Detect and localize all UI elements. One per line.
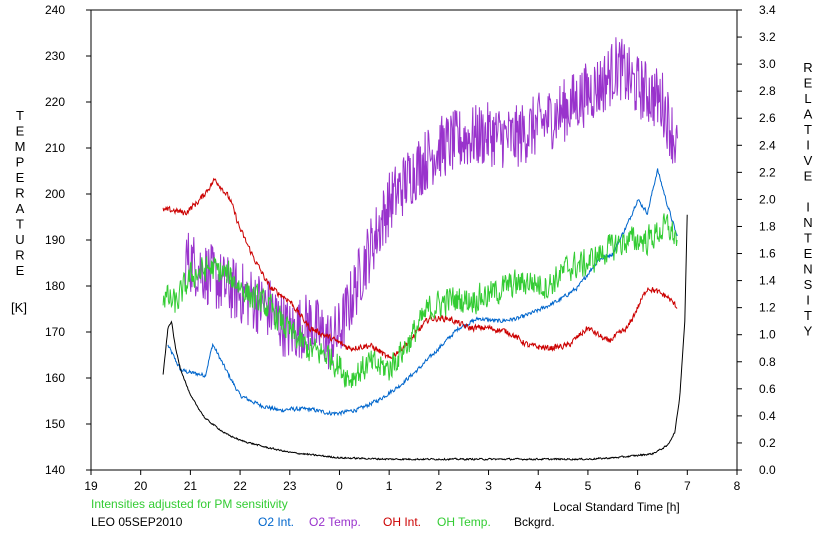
y-right-tick-label: 2.8: [759, 84, 776, 98]
series-line-oh-temp: [162, 213, 678, 388]
y-left-tick-label: 170: [45, 325, 65, 339]
y-left-tick-label: 220: [45, 95, 65, 109]
y-left-label-letter: T: [16, 217, 24, 232]
legend-o2-temp: O2 Temp.: [309, 515, 361, 529]
y-right-label-letter: E: [804, 76, 813, 91]
x-tick-label: 4: [535, 479, 542, 493]
y-right-label-letter: E: [804, 246, 813, 261]
x-tick-label: 3: [485, 479, 492, 493]
y-left-label-letter: E: [16, 263, 25, 278]
y-right-tick-label: 3.0: [759, 57, 776, 71]
y-right-label-letter: I: [806, 200, 810, 215]
y-left-label-letter: E: [16, 124, 25, 139]
y-right-tick-label: 0.8: [759, 355, 776, 369]
y-right-tick-label: 1.8: [759, 219, 776, 233]
y-right-label-letter: S: [804, 277, 813, 292]
x-tick-label: 21: [184, 479, 198, 493]
x-tick-label: 20: [134, 479, 148, 493]
x-tick-label: 6: [634, 479, 641, 493]
station-label: LEO 05SEP2010: [91, 515, 183, 529]
y-left-label-letter: M: [15, 139, 26, 154]
series-line-oh-int: [162, 177, 678, 360]
x-axis-label: Local Standard Time [h]: [553, 500, 680, 514]
y-right-label-letter: E: [804, 169, 813, 184]
axes-group: 19 20 21 22 23 0 1 2 3 4 5 6 7 8140150160170180190200…: [11, 3, 813, 493]
y-right-label-letter: N: [803, 262, 812, 277]
legend-oh-int: OH Int.: [383, 515, 422, 529]
y-right-tick-label: 0.2: [759, 436, 776, 450]
x-tick-label: 8: [734, 479, 741, 493]
y-right-tick-label: 0.0: [759, 463, 776, 477]
legend-o2-int: O2 Int.: [258, 515, 295, 529]
y-left-tick-label: 190: [45, 233, 65, 247]
x-tick-label: 5: [585, 479, 592, 493]
y-right-tick-label: 1.0: [759, 328, 776, 342]
series-line-bckgrd: [162, 214, 688, 461]
y-right-label-letter: T: [804, 122, 812, 137]
y-right-label-letter: T: [804, 231, 812, 246]
y-left-tick-label: 160: [45, 371, 65, 385]
series-line-o2-temp: [184, 37, 678, 370]
y-left-label-letter: T: [16, 108, 24, 123]
y-right-tick-label: 3.2: [759, 30, 776, 44]
y-right-tick-label: 3.4: [759, 3, 776, 17]
x-tick-label: 1: [386, 479, 393, 493]
x-tick-label: 2: [436, 479, 443, 493]
y-right-tick-label: 2.0: [759, 192, 776, 206]
y-left-label-letter: E: [16, 170, 25, 185]
y-left-label-letter: R: [15, 248, 24, 263]
legend-bckgrd: Bckgrd.: [514, 515, 555, 529]
y-left-tick-label: 240: [45, 3, 65, 17]
y-left-tick-label: 210: [45, 141, 65, 155]
y-right-tick-label: 2.6: [759, 111, 776, 125]
y-left-label-letter: P: [16, 155, 25, 170]
x-tick-label: 22: [233, 479, 247, 493]
series-group: [162, 37, 688, 461]
y-right-label-letter: T: [804, 308, 812, 323]
y-right-label-letter: I: [806, 293, 810, 308]
y-left-tick-label: 150: [45, 417, 65, 431]
y-right-label-letter: R: [803, 60, 812, 75]
x-tick-label: 23: [283, 479, 297, 493]
y-left-tick-label: 180: [45, 279, 65, 293]
x-tick-label: 0: [336, 479, 343, 493]
y-right-tick-label: 0.6: [759, 382, 776, 396]
series-line-o2-int: [167, 168, 678, 417]
y-left-tick-label: 230: [45, 49, 65, 63]
legend-oh-temp: OH Temp.: [437, 515, 491, 529]
y-right-label-letter: A: [804, 107, 813, 122]
y-right-tick-label: 0.4: [759, 409, 776, 423]
y-left-tick-label: 200: [45, 187, 65, 201]
y-right-tick-label: 2.2: [759, 165, 776, 179]
x-tick-label: 7: [684, 479, 691, 493]
y-right-tick-label: 1.4: [759, 274, 776, 288]
note-text: Intensities adjusted for PM sensitivity: [91, 497, 288, 511]
y-right-label-letter: I: [806, 138, 810, 153]
y-left-tick-label: 140: [45, 463, 65, 477]
y-left-label-letter: U: [15, 232, 24, 247]
y-right-label-letter: N: [803, 215, 812, 230]
y-right-label-letter: L: [804, 91, 811, 106]
y-left-unit: [K]: [11, 300, 27, 315]
y-right-tick-label: 1.2: [759, 301, 776, 315]
y-right-tick-label: 2.4: [759, 138, 776, 152]
y-left-label-letter: R: [15, 186, 24, 201]
y-right-tick-label: 1.6: [759, 247, 776, 261]
y-right-label-letter: V: [804, 153, 813, 168]
y-right-label-letter: Y: [804, 324, 813, 339]
y-left-label-letter: A: [16, 201, 25, 216]
x-tick-label: 19: [84, 479, 98, 493]
